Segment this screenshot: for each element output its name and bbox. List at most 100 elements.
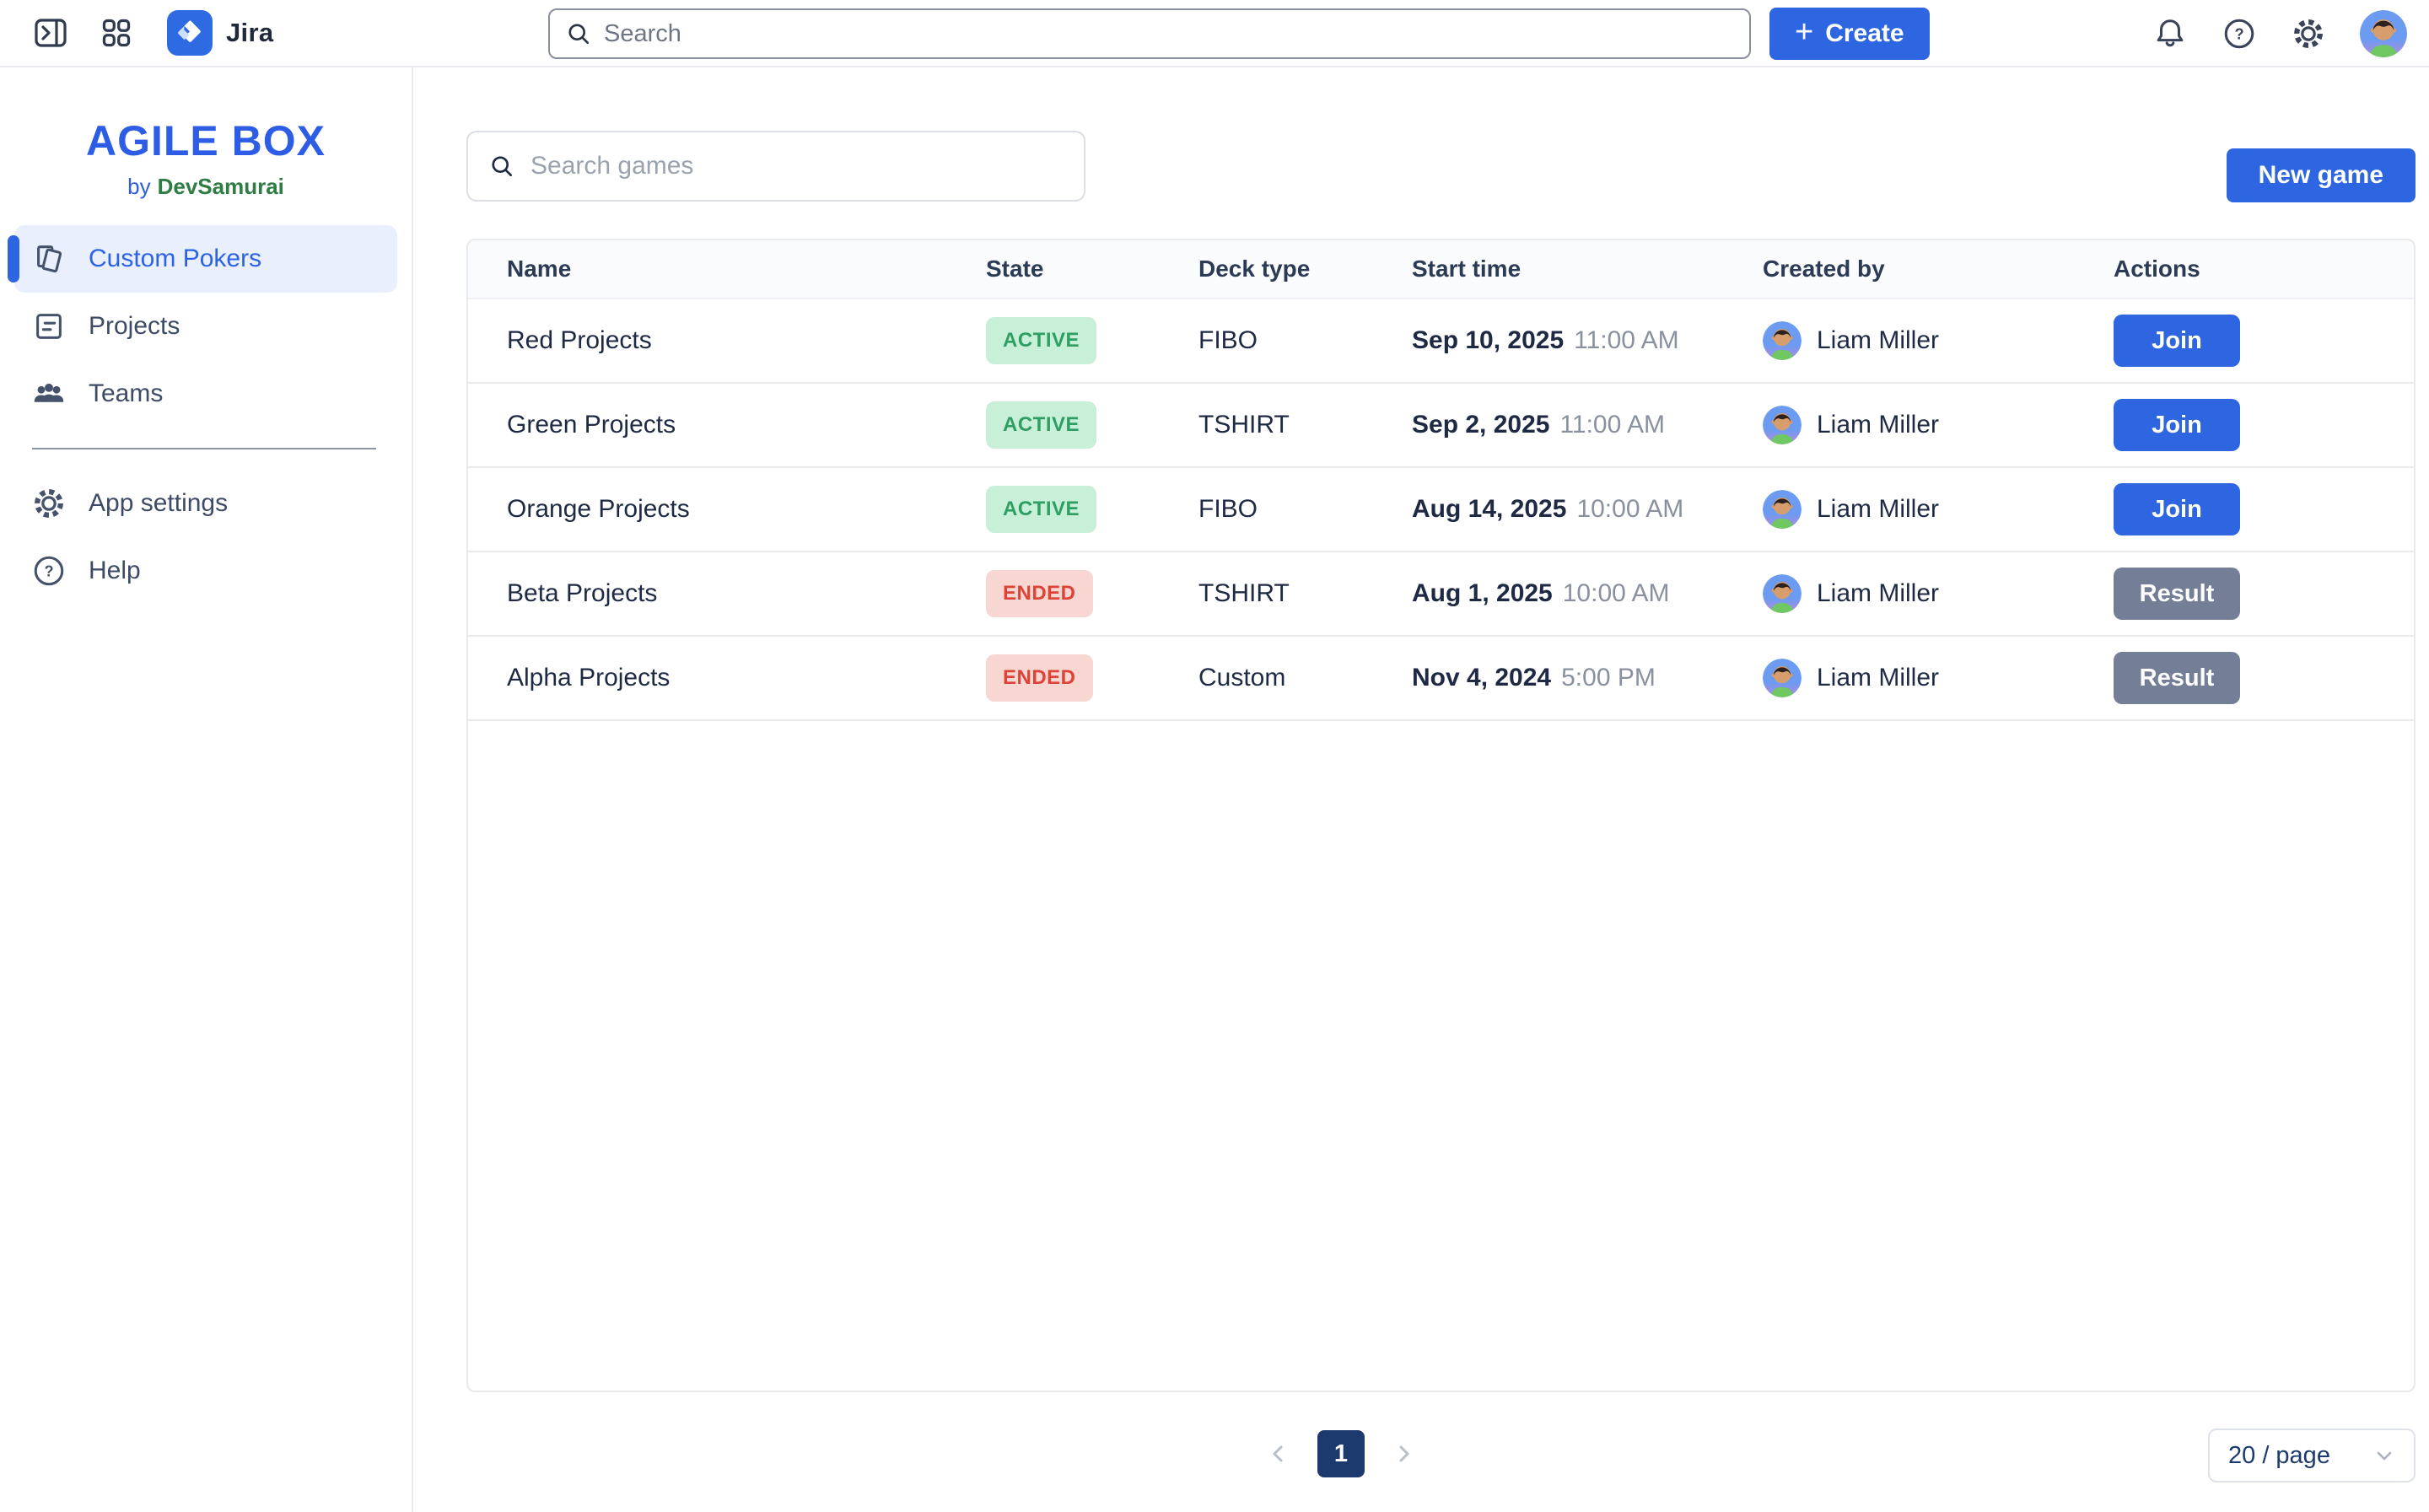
- creator-name: Liam Miller: [1817, 664, 1940, 691]
- sidebar-item-label: Custom Pokers: [89, 245, 262, 272]
- search-icon: [492, 156, 512, 176]
- created-by: Liam Miller: [1763, 321, 2114, 360]
- sidebar-item-label: App settings: [89, 489, 229, 517]
- brand-logo: AGILE BOX by DevSamurai: [0, 116, 412, 200]
- state-badge: ENDED: [986, 654, 1093, 702]
- table-row: Green Projects ACTIVE TSHIRT Sep 2, 2025 11:…: [468, 384, 2414, 468]
- state-cell: ENDED: [986, 570, 1198, 617]
- row-action-button[interactable]: Join: [2114, 315, 2240, 367]
- deck-type: TSHIRT: [1198, 579, 1290, 607]
- sidebar-item-app-settings[interactable]: App settings: [14, 470, 397, 537]
- help-icon[interactable]: ?: [2222, 16, 2257, 51]
- state-badge: ACTIVE: [986, 486, 1097, 533]
- page-size-value: 20 / page: [2228, 1441, 2330, 1469]
- user-avatar[interactable]: [2360, 10, 2407, 57]
- start-time: Nov 4, 2024 5:00 PM: [1412, 664, 1763, 692]
- column-header-deck-type: Deck type: [1198, 256, 1311, 282]
- game-name: Orange Projects: [507, 495, 690, 523]
- state-cell: ENDED: [986, 654, 1198, 702]
- start-time: Aug 14, 2025 10:00 AM: [1412, 495, 1763, 524]
- deck-type: TSHIRT: [1198, 411, 1290, 439]
- created-by: Liam Miller: [1763, 659, 2114, 697]
- table-row: Red Projects ACTIVE FIBO Sep 10, 2025 11:00 …: [468, 299, 2414, 384]
- start-date: Sep 10, 2025: [1412, 326, 1565, 354]
- sidebar-item-custom-pokers[interactable]: Custom Pokers: [8, 225, 397, 293]
- poker-cards-icon: [37, 245, 62, 273]
- sidebar-item-projects[interactable]: Projects: [14, 293, 397, 360]
- deck-type: Custom: [1198, 664, 1286, 691]
- search-icon: [568, 24, 589, 44]
- table-row: Orange Projects ACTIVE FIBO Aug 14, 2025 10:…: [468, 468, 2414, 552]
- create-button-label: Create: [1825, 19, 1904, 47]
- plus-icon: +: [1795, 14, 1814, 50]
- actions-cell: Join: [2114, 399, 2414, 451]
- brand-subtitle: by DevSamurai: [0, 174, 412, 200]
- row-action-button[interactable]: Join: [2114, 483, 2240, 535]
- start-time: Sep 10, 2025 11:00 AM: [1412, 326, 1763, 355]
- user-avatar-icon: [1763, 659, 1802, 697]
- actions-cell: Join: [2114, 315, 2414, 367]
- user-avatar-icon: [1763, 490, 1802, 529]
- state-cell: ACTIVE: [986, 486, 1198, 533]
- topbar-left-group: Jira: [32, 10, 273, 56]
- chevron-down-icon: [2377, 1451, 2392, 1461]
- brand-by: by: [127, 174, 151, 199]
- brand-title: AGILE BOX: [85, 117, 326, 164]
- column-header-name: Name: [507, 256, 572, 282]
- row-action-button[interactable]: Join: [2114, 399, 2240, 451]
- apps-grid-icon[interactable]: [100, 16, 133, 50]
- row-action-button[interactable]: Result: [2114, 652, 2240, 704]
- gear-icon[interactable]: [2291, 16, 2326, 51]
- jira-logo-icon[interactable]: [167, 10, 213, 56]
- sidebar-divider: [32, 448, 376, 449]
- sidebar-item-help[interactable]: ? Help: [14, 537, 397, 605]
- column-header-actions: Actions: [2114, 256, 2200, 282]
- sidebar-menu: Custom Pokers Projects Teams App setting…: [0, 225, 412, 605]
- gear-icon: [35, 489, 63, 518]
- table-row: Alpha Projects ENDED Custom Nov 4, 2024 5:00…: [468, 637, 2414, 721]
- sidebar: AGILE BOX by DevSamurai Custom Pokers Pro…: [0, 67, 413, 1512]
- game-name: Alpha Projects: [507, 664, 671, 691]
- new-game-button[interactable]: New game: [2226, 148, 2416, 202]
- start-date: Aug 14, 2025: [1412, 495, 1567, 523]
- topbar-right-group: ?: [2152, 0, 2407, 67]
- projects-icon: [36, 314, 62, 339]
- global-search: [548, 8, 1751, 59]
- next-page-icon[interactable]: [1392, 1441, 1417, 1466]
- global-search-input[interactable]: [604, 19, 1734, 48]
- start-clock: 5:00 PM: [1561, 664, 1656, 691]
- bell-icon[interactable]: [2152, 16, 2188, 51]
- create-button[interactable]: + Create: [1769, 8, 1930, 60]
- creator-name: Liam Miller: [1817, 495, 1940, 523]
- sidebar-item-label: Teams: [89, 379, 164, 407]
- app-name: Jira: [226, 18, 274, 47]
- sidebar-item-teams[interactable]: Teams: [14, 360, 397, 428]
- page-size-select[interactable]: 20 / page: [2208, 1429, 2416, 1482]
- start-date: Nov 4, 2024: [1412, 664, 1552, 691]
- sidebar-collapse-icon[interactable]: [32, 14, 69, 51]
- row-action-button[interactable]: Result: [2114, 568, 2240, 620]
- game-name: Beta Projects: [507, 579, 658, 607]
- deck-type: FIBO: [1198, 326, 1258, 354]
- prev-page-icon[interactable]: [1265, 1441, 1290, 1466]
- column-header-start-time: Start time: [1412, 256, 1521, 282]
- start-clock: 11:00 AM: [1574, 326, 1679, 354]
- created-by: Liam Miller: [1763, 406, 2114, 444]
- start-clock: 11:00 AM: [1559, 411, 1665, 439]
- state-cell: ACTIVE: [986, 317, 1198, 364]
- creator-name: Liam Miller: [1817, 579, 1940, 607]
- topbar: Jira + Create ?: [0, 0, 2429, 67]
- pagination: 1: [1265, 1430, 1417, 1477]
- games-table: Name State Deck type Start time Created …: [466, 239, 2416, 1392]
- user-avatar-icon: [1763, 574, 1802, 613]
- start-clock: 10:00 AM: [1562, 579, 1670, 607]
- start-date: Sep 2, 2025: [1412, 411, 1550, 439]
- created-by: Liam Miller: [1763, 574, 2114, 613]
- help-icon: ?: [34, 556, 64, 586]
- main-content: New game Name State Deck type Start time…: [413, 67, 2429, 1512]
- created-by: Liam Miller: [1763, 490, 2114, 529]
- games-search-input[interactable]: [531, 152, 1064, 180]
- table-header: Name State Deck type Start time Created …: [468, 240, 2414, 299]
- column-header-created-by: Created by: [1763, 256, 1885, 282]
- page-number-button[interactable]: 1: [1317, 1430, 1365, 1477]
